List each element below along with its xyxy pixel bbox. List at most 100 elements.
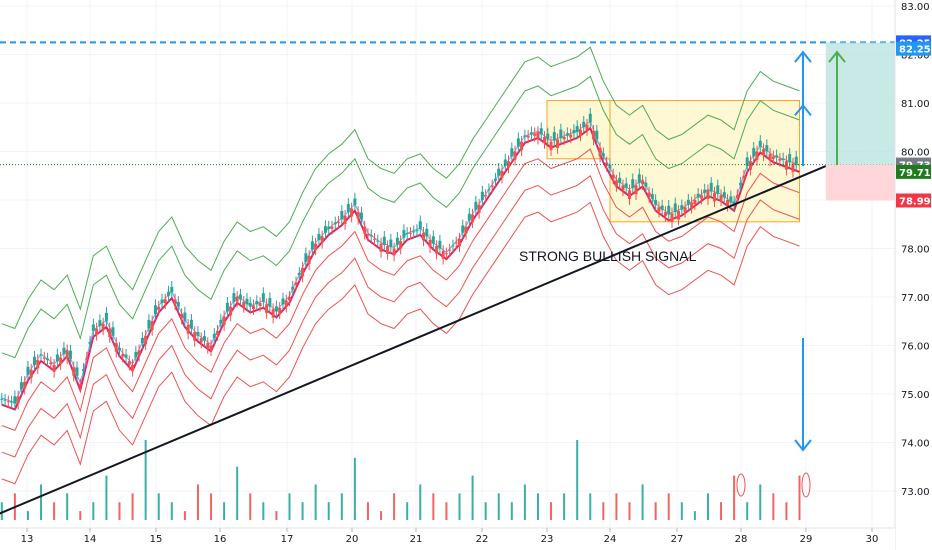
candle-body — [608, 164, 612, 169]
candle-body — [654, 200, 658, 205]
price-badge-label[interactable]: 79.71 — [899, 168, 931, 179]
candle-body — [26, 366, 30, 375]
candle-body — [719, 195, 723, 201]
price-badge[interactable] — [896, 164, 931, 179]
range-boxes[interactable] — [546, 100, 800, 223]
time-tick-label: 22 — [476, 534, 489, 545]
volume-bar — [249, 493, 252, 520]
candle-body — [703, 189, 707, 193]
candle-body — [49, 362, 53, 365]
candle-body — [216, 330, 220, 335]
candle-body — [271, 309, 275, 318]
candle-body — [19, 382, 23, 390]
price-axis[interactable]: 83.0082.0081.0080.0079.0078.0077.0076.00… — [894, 0, 932, 550]
candle-body — [229, 306, 233, 316]
price-badge-label[interactable]: 82.25 — [899, 45, 931, 56]
candle-body — [516, 138, 520, 147]
time-tick-label: 27 — [671, 534, 684, 545]
candle-body — [500, 170, 504, 178]
candle-body — [199, 338, 203, 343]
candle-body — [438, 240, 442, 249]
price-badge-label[interactable]: 78.99 — [899, 196, 931, 207]
price-badge[interactable] — [896, 193, 931, 208]
candle-body — [252, 305, 256, 310]
candle-body — [75, 367, 79, 376]
candle-body — [663, 212, 667, 216]
candle-body — [637, 174, 641, 184]
candle-body — [333, 222, 337, 225]
price-badge[interactable] — [896, 41, 931, 56]
annotation-text[interactable]: STRONG BULLISH SIGNAL — [519, 248, 697, 264]
volume-bar — [510, 502, 513, 520]
candle-body — [791, 163, 795, 172]
candle-body — [657, 207, 661, 212]
trend-line[interactable] — [0, 165, 827, 515]
candle-body — [310, 241, 314, 250]
price-tick-label: 76.00 — [901, 342, 930, 353]
candle-body — [346, 203, 350, 213]
loss-zone[interactable] — [825, 164, 895, 201]
volume-bar — [759, 484, 762, 520]
candle-body — [444, 253, 448, 255]
candle-body — [729, 196, 733, 203]
candle-body — [454, 242, 458, 244]
time-tick-label: 16 — [214, 534, 227, 545]
candle-body — [6, 401, 10, 403]
candle-body — [55, 354, 59, 362]
volume-bar — [733, 475, 736, 520]
candle-body — [634, 185, 638, 195]
candle-body — [85, 357, 89, 360]
band-line — [1, 75, 800, 359]
volume-highlight[interactable] — [801, 472, 811, 498]
candle-body — [673, 203, 677, 213]
volume-bar — [170, 502, 173, 520]
candle-body — [163, 299, 167, 304]
candle-body — [265, 304, 269, 313]
volume-bar — [262, 502, 265, 520]
candle-body — [762, 149, 766, 156]
candle-body — [742, 175, 746, 179]
candle-body — [232, 293, 236, 302]
arrow-up-2-head[interactable] — [794, 50, 812, 63]
candle-body — [278, 307, 282, 314]
candle-body — [193, 332, 197, 341]
volume-bar — [798, 475, 801, 520]
candle-body — [726, 200, 730, 206]
candle-body — [379, 243, 383, 252]
volume-bar — [615, 493, 618, 520]
candle-body — [752, 147, 756, 157]
candle-body — [65, 350, 69, 359]
candle-body — [144, 335, 148, 345]
time-tick-label: 29 — [800, 534, 813, 545]
price-tick-label: 78.00 — [901, 245, 930, 256]
candle-body — [775, 155, 779, 158]
candle-body — [549, 141, 553, 151]
candle-body — [402, 230, 406, 238]
candle-body — [507, 161, 511, 168]
overlays[interactable] — [0, 41, 895, 515]
time-axis[interactable]: 13 14 15 16 17 20 21 22 23 24 27 28 29 30 — [0, 527, 895, 550]
range-box[interactable] — [609, 100, 800, 223]
arrow-up-target-head[interactable] — [828, 50, 846, 63]
volume-bar — [223, 502, 226, 520]
candle-body — [588, 113, 592, 123]
volume-bar — [667, 493, 670, 520]
candle-body — [72, 367, 76, 376]
candle-body — [686, 199, 690, 205]
candle-body — [520, 141, 524, 151]
volume-bar — [144, 440, 147, 520]
candle-body — [127, 361, 131, 365]
volume-bar — [406, 502, 409, 520]
arrow-down-head[interactable] — [794, 439, 812, 452]
time-tick-label: 14 — [84, 534, 97, 545]
volume-bar — [550, 502, 553, 520]
candle-body — [140, 338, 144, 344]
volume-bar — [393, 493, 396, 520]
candle-body — [722, 192, 726, 198]
volume-highlight[interactable] — [736, 473, 746, 497]
candle-body — [526, 135, 530, 138]
candle-body — [147, 319, 151, 329]
candle-body — [42, 357, 46, 359]
volume-bar — [0, 502, 3, 520]
